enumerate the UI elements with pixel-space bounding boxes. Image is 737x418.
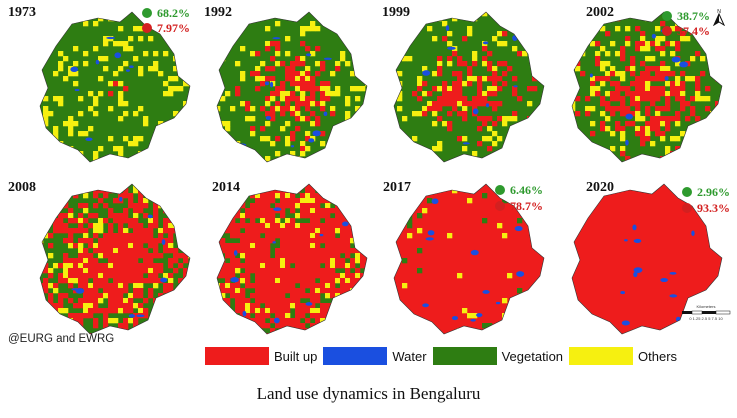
land-use-map [216,183,368,335]
year-label: 2020 [586,180,614,195]
builtup-stat-2002: 37.4% [662,24,710,39]
map-panel-2008 [28,178,208,346]
vegetation-stat-2020: 2.96% [682,185,730,200]
land-use-map [39,11,191,163]
land-use-map [571,11,723,163]
green-dot-icon [662,11,672,21]
map-panel-2014 [205,178,385,346]
legend-item-builtup: Built up [205,347,317,365]
legend-swatch [205,347,269,365]
vegetation-stat-2002: 38.7% [662,9,710,24]
legend-item-vegetation: Vegetation [432,347,564,365]
map-panel-1999 [382,6,562,174]
year-label: 2008 [8,180,36,195]
year-label: 2014 [212,180,240,195]
year-label: 2017 [383,180,411,195]
vegetation-stat-1973: 68.2% [142,6,190,21]
scale-ticks: 0 1.25 2.5 5 7.5 10 [689,316,723,321]
land-use-map [393,11,545,163]
green-dot-icon [142,8,152,18]
figure-caption: Land use dynamics in Bengaluru [256,384,481,403]
scale-bar: Kilometers 0 1.25 2.5 5 7.5 10 [682,304,731,321]
north-arrow-icon: N [712,9,726,26]
north-label: N [717,9,721,15]
legend-item-water: Water [323,347,427,365]
red-dot-icon [142,23,152,33]
map-panel-2002 [560,6,737,174]
red-dot-icon [495,201,505,211]
red-dot-icon [662,26,672,36]
legend-label: Built up [274,348,318,364]
credit-text: @EURG and EWRG [8,333,115,345]
red-dot-icon [682,203,692,213]
vegetation-stat-2017: 6.46% [495,183,543,198]
legend-item-others: Others [569,347,677,365]
land-use-map [39,183,191,335]
green-dot-icon [495,185,505,195]
green-dot-icon [682,187,692,197]
legend-swatch [323,347,388,365]
legend-label: Water [392,348,427,364]
legend-swatch [569,347,634,365]
legend-label: Others [638,348,678,364]
year-label: 1973 [8,5,36,20]
land-use-map [216,11,368,163]
year-label: 1992 [204,5,232,20]
map-panel-2017 [382,178,562,346]
year-label: 1999 [382,5,410,20]
legend: Built up Water Vegetation Others [205,345,683,367]
legend-label: Vegetation [501,348,564,364]
builtup-stat-2020: 93.3% [682,201,730,216]
builtup-stat-2017: 78.7% [495,199,543,214]
year-label: 2002 [586,5,614,20]
builtup-stat-1973: 7.97% [142,21,190,36]
scale-title: Kilometers [697,304,716,309]
legend-swatch [432,347,497,365]
map-panel-1973 [28,6,208,174]
map-panel-2020 [560,178,737,346]
land-use-map [571,183,723,335]
land-use-map [393,183,545,335]
map-panel-1992 [205,6,385,174]
